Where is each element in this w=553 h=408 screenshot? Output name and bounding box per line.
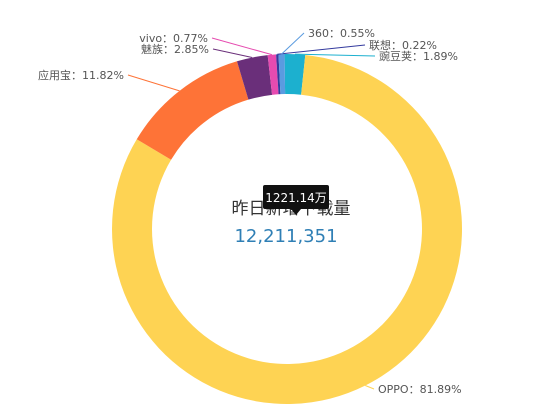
- slice-vivo[interactable]: [267, 54, 279, 95]
- leader-联想: [277, 44, 366, 55]
- leader-vivo: [211, 37, 272, 56]
- tooltip: 1221.14万: [263, 185, 329, 215]
- label-应用宝: 应用宝：11.82%: [38, 68, 124, 82]
- label-魅族: 魅族：2.85%: [141, 42, 209, 56]
- slice-360[interactable]: [278, 54, 286, 95]
- donut-slices: [111, 53, 462, 404]
- tooltip-box: [263, 185, 329, 209]
- leader-应用宝: [127, 74, 180, 92]
- label-leader-lines: [127, 32, 376, 390]
- tooltip-text: 1221.14万: [265, 191, 327, 205]
- leader-OPPO: [365, 385, 375, 390]
- tooltip-pointer: [291, 209, 301, 215]
- leader-360: [281, 32, 305, 55]
- leader-魅族: [212, 48, 253, 58]
- label-联想: 联想：0.22%: [369, 38, 437, 52]
- center-total-value: 12,211,351: [234, 226, 337, 247]
- leader-豌豆荚: [294, 53, 376, 57]
- label-OPPO: OPPO：81.89%: [378, 383, 462, 396]
- slice-魅族[interactable]: [236, 55, 273, 100]
- slice-应用宝[interactable]: [136, 61, 249, 160]
- label-vivo: vivo：0.77%: [139, 32, 208, 45]
- label-360: 360：0.55%: [308, 27, 375, 40]
- slice-labels: 豌豆荚：1.89% OPPO：81.89% 应用宝：11.82% 魅族：2.85%vi…: [38, 27, 461, 396]
- label-豌豆荚: 豌豆荚：1.89%: [379, 49, 458, 63]
- slice-联想[interactable]: [276, 54, 281, 95]
- slice-豌豆荚[interactable]: [284, 53, 306, 95]
